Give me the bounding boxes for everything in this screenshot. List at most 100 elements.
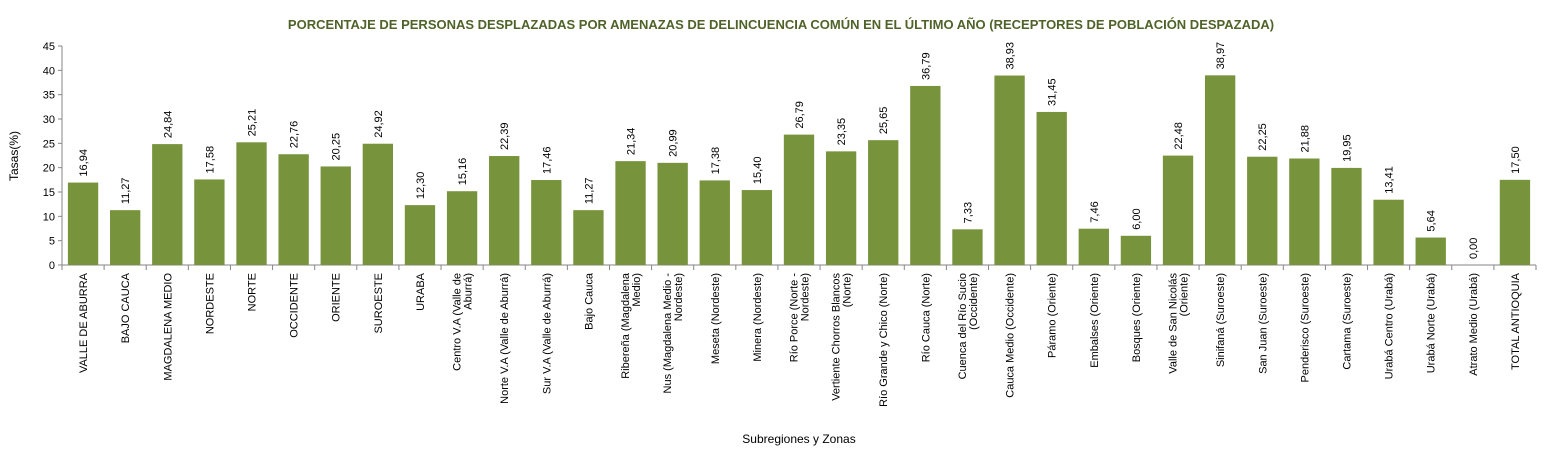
data-label: 15,16 (457, 158, 469, 186)
data-label: 38,97 (1215, 42, 1227, 70)
bar (1120, 235, 1152, 265)
y-tick-label: 5 (49, 236, 55, 248)
bar (489, 156, 520, 265)
category-label: ORIENTE (331, 273, 343, 322)
bar (1499, 179, 1531, 265)
y-tick-label: 0 (49, 260, 55, 272)
category-label: Urabá Norte (Urabá) (1426, 273, 1438, 373)
bar (1247, 156, 1278, 265)
bar (67, 182, 99, 265)
y-axis-title: Tasas(%) (7, 131, 21, 181)
category-label: Sinifaná (Suroeste) (1215, 273, 1227, 367)
category-label: Río Grande y Chico (Norte) (878, 273, 890, 407)
category-label: Nus (Magdalena Medio - (662, 273, 674, 394)
category-label: (Oriente) (1179, 273, 1191, 316)
bar (320, 166, 351, 265)
bar (1036, 111, 1067, 266)
category-label: (Occidente) (968, 273, 980, 330)
category-label: Aburrá) (463, 273, 475, 310)
data-label: 22,48 (1173, 122, 1185, 150)
y-tick-label: 20 (43, 163, 55, 175)
y-tick-label: 30 (43, 114, 55, 126)
category-label: Cartama (Suroeste) (1341, 273, 1353, 370)
bar (699, 180, 730, 265)
data-label: 17,50 (1510, 146, 1522, 174)
category-label: MAGDALENA MEDIO (162, 273, 174, 381)
category-label: San Juan (Suroeste) (1257, 273, 1269, 374)
category-label: Penderisco (Suroeste) (1299, 273, 1311, 382)
bar (236, 142, 267, 265)
category-label: Bajo Cauca (583, 272, 595, 330)
bar (910, 85, 941, 266)
category-label: VALLE DE ABURRA (78, 272, 90, 373)
data-label: 38,93 (1005, 42, 1017, 70)
bar (825, 151, 857, 265)
category-label: Meseta (Nordeste) (710, 273, 722, 364)
data-label: 17,38 (710, 147, 722, 175)
data-label: 22,39 (499, 123, 511, 151)
category-label: URABA (415, 272, 427, 311)
data-label: 17,58 (204, 146, 216, 174)
data-label: 6,00 (1131, 208, 1143, 229)
category-label: Centro V.A (Valle de (452, 273, 464, 371)
category-label: Río Cauca (Norte) (920, 273, 932, 362)
data-label: 7,46 (1089, 201, 1101, 222)
data-label: 21,88 (1299, 125, 1311, 153)
data-label: 5,64 (1426, 210, 1438, 231)
category-label: NORTE (247, 273, 259, 311)
chart-title: PORCENTAJE DE PERSONAS DESPLAZADAS POR A… (288, 17, 1274, 32)
bar (1078, 228, 1109, 265)
data-label: 25,65 (878, 107, 890, 135)
bar (573, 210, 604, 265)
data-label: 11,27 (583, 177, 595, 204)
category-label: Ribereña (Magdalena (620, 272, 632, 379)
bar (1289, 158, 1320, 265)
y-tick-label: 25 (43, 138, 55, 150)
plot-area: 0 5 10 15 20 25 30 35 40 45 16,94 VALLE DE ABURRA 11… (43, 41, 1537, 407)
category-label: Medio) (631, 273, 643, 307)
category-label: OCCIDENTE (289, 273, 301, 338)
y-tick-label: 15 (43, 187, 55, 199)
category-label: Sur V.A (Valle de Aburrá) (541, 273, 553, 394)
category-label: Nordeste) (800, 273, 812, 321)
data-label: 25,21 (247, 109, 259, 137)
bar (741, 190, 773, 265)
data-label: 7,33 (962, 202, 974, 223)
data-label: 20,25 (331, 133, 343, 161)
bar (404, 205, 436, 265)
bar (194, 179, 225, 265)
data-label: 36,79 (920, 52, 932, 80)
data-label: 26,79 (794, 101, 806, 129)
category-label: Cuenca del Río Sucio (957, 273, 969, 379)
bar (1162, 155, 1194, 265)
bar (110, 210, 141, 265)
bar (952, 229, 983, 265)
data-label: 22,25 (1257, 123, 1269, 151)
y-tick-label: 10 (43, 211, 55, 223)
category-label: TOTAL ANTIOQUIA (1510, 272, 1522, 370)
category-label: Atrato Medio (Urabá) (1468, 273, 1480, 376)
bar (1415, 237, 1446, 265)
bar (868, 140, 899, 265)
data-label: 12,30 (415, 172, 427, 200)
data-label: 20,99 (668, 129, 680, 157)
category-label: SUROESTE (373, 273, 385, 334)
category-label: (Norte) (842, 273, 854, 307)
category-label: Vertiente Chorros Blancos (831, 273, 843, 401)
data-label: 31,45 (1047, 78, 1059, 106)
category-label: Páramo (Oriente) (1047, 273, 1059, 358)
bar (362, 143, 394, 265)
bar (994, 75, 1025, 265)
category-label: Nordeste) (673, 273, 685, 321)
bar (278, 154, 309, 265)
category-label: Embalses (Oriente) (1089, 273, 1101, 368)
data-label: 19,95 (1341, 134, 1353, 162)
data-label: 15,40 (752, 157, 764, 185)
data-label: 11,27 (120, 177, 132, 204)
data-label: 23,35 (836, 118, 848, 146)
data-label: 17,46 (541, 146, 553, 174)
category-label: Minera (Nordeste) (752, 273, 764, 362)
bar (446, 191, 478, 265)
category-label: Río Porce (Norte - (789, 273, 801, 363)
